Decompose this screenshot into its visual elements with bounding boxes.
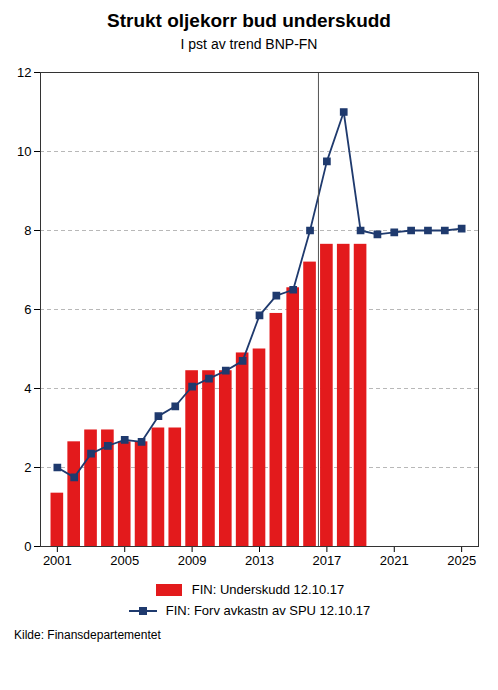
svg-text:2013: 2013 <box>245 553 274 568</box>
html-text:FIN: Forv avkastn av SPU 12.10: FIN: Forv avkastn av SPU 12.10.17 <box>165 603 371 618</box>
html-text:Strukt oljekorr bud underskudd: Strukt oljekorr bud underskudd <box>107 10 391 31</box>
html-text:I pst av trend BNP-FN: I pst av trend BNP-FN <box>180 36 318 52</box>
svg-text:12: 12 <box>17 65 31 80</box>
svg-text:6: 6 <box>24 302 31 317</box>
svg-text:10: 10 <box>17 144 31 159</box>
html-text:Kilde: Finansdepartementet: Kilde: Finansdepartementet <box>14 628 161 642</box>
svg-text:2: 2 <box>24 460 31 475</box>
svg-text:2021: 2021 <box>380 553 409 568</box>
svg-text:8: 8 <box>24 223 31 238</box>
html-text:FIN: Underskudd 12.10.17: FIN: Underskudd 12.10.17 <box>191 582 345 597</box>
svg-text:2025: 2025 <box>447 553 476 568</box>
svg-text:0: 0 <box>24 539 31 554</box>
svg-text:2017: 2017 <box>312 553 341 568</box>
svg-text:2009: 2009 <box>178 553 207 568</box>
svg-text:2005: 2005 <box>110 553 139 568</box>
svg-text:4: 4 <box>24 381 31 396</box>
svg-text:2001: 2001 <box>43 553 72 568</box>
